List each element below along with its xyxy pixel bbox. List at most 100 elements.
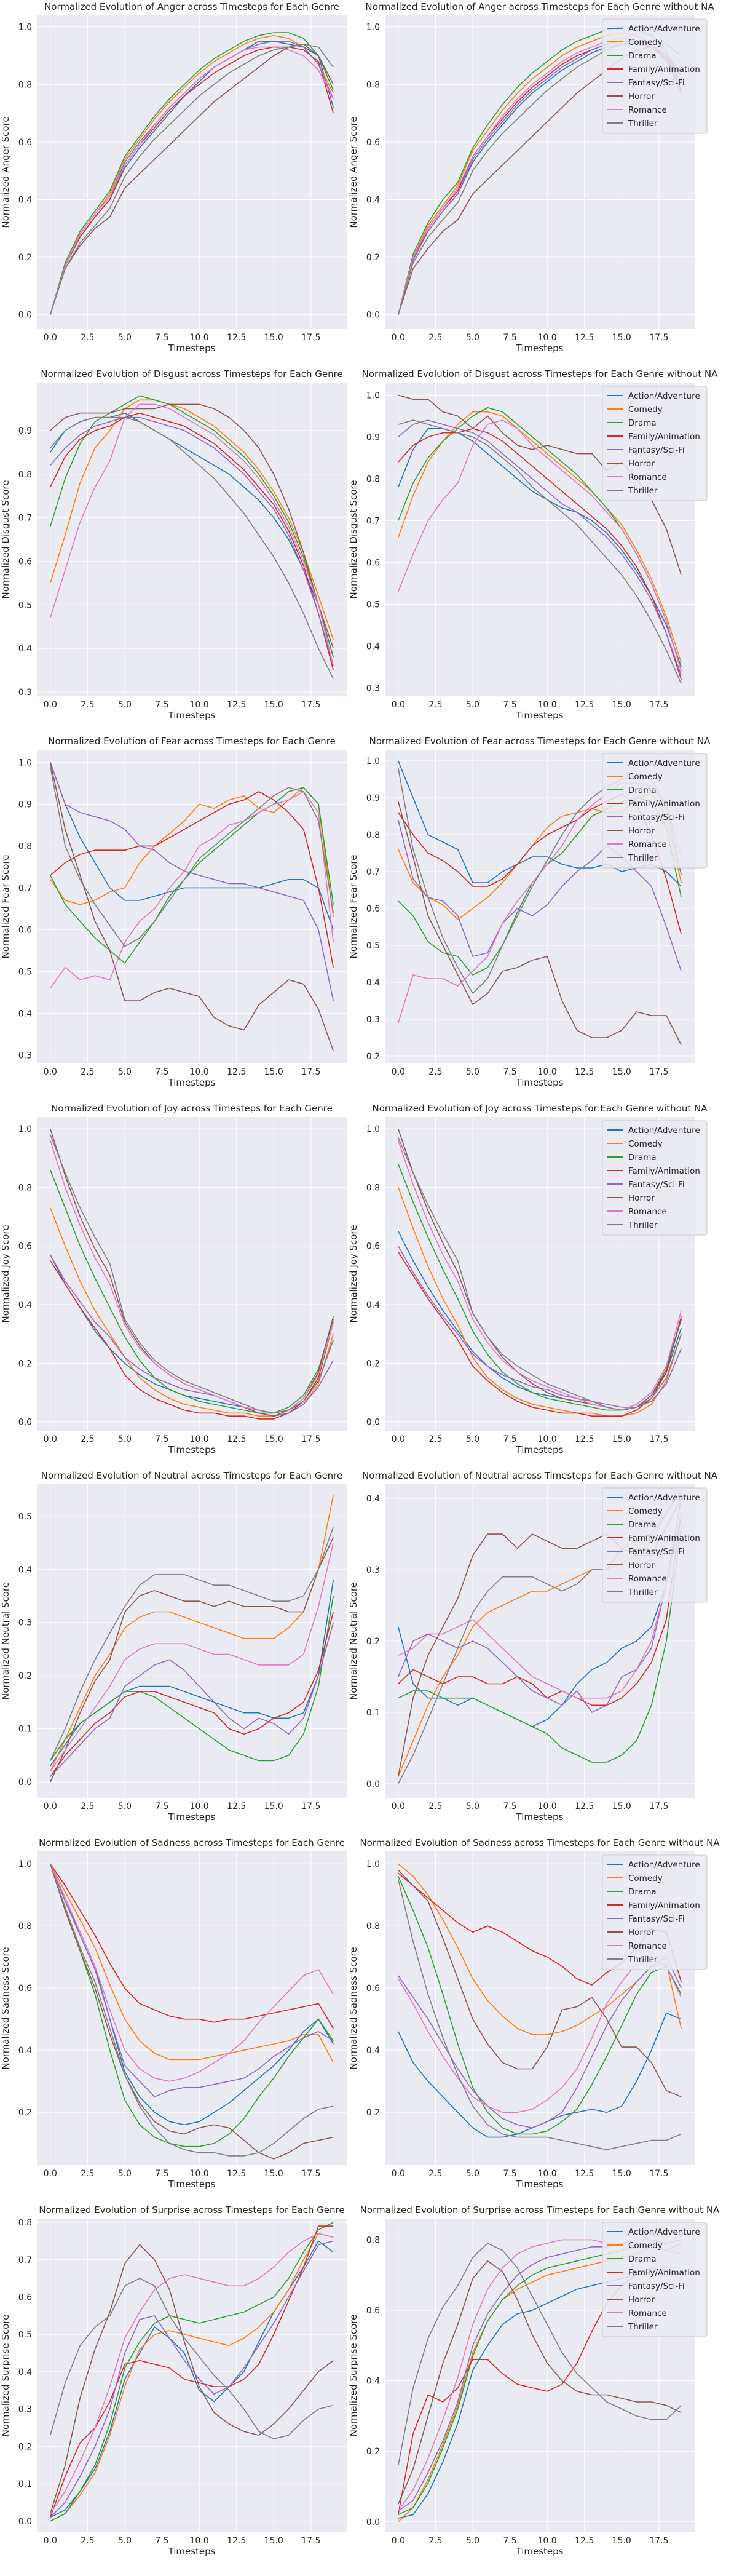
x-axis-label: Timesteps bbox=[168, 710, 216, 721]
x-tick-label: 0.0 bbox=[44, 333, 57, 343]
x-tick-label: 5.0 bbox=[466, 2536, 479, 2546]
x-tick-label: 0.0 bbox=[392, 2169, 405, 2179]
y-tick-label: 0.6 bbox=[18, 2293, 32, 2303]
y-tick-label: 0.6 bbox=[366, 1984, 380, 1994]
legend-label: Thriller bbox=[628, 1955, 658, 1965]
legend-label: Thriller bbox=[628, 1588, 658, 1597]
legend-label: Drama bbox=[628, 1887, 657, 1897]
legend-box bbox=[602, 753, 708, 869]
y-tick-label: 0.8 bbox=[366, 1183, 380, 1193]
series-line-3 bbox=[398, 1251, 682, 1417]
y-tick-label: 0.9 bbox=[366, 793, 380, 803]
x-tick-label: 7.5 bbox=[503, 1067, 516, 1077]
y-tick-label: 0.6 bbox=[18, 925, 32, 935]
y-axis-label: Normalized Surprise Score bbox=[0, 2315, 11, 2437]
x-tick-label: 10.0 bbox=[190, 1067, 209, 1077]
legend-label: Comedy bbox=[628, 38, 663, 47]
legend-label: Horror bbox=[628, 92, 655, 101]
legend-label: Fantasy/Sci-Fi bbox=[628, 2281, 685, 2291]
series-line-4 bbox=[50, 416, 334, 666]
series-line-4 bbox=[398, 819, 682, 972]
plot-background bbox=[37, 2219, 347, 2532]
y-tick-label: 1.0 bbox=[366, 1124, 380, 1134]
x-tick-label: 12.5 bbox=[575, 2536, 594, 2546]
chart-title: Normalized Evolution of Disgust across T… bbox=[362, 368, 719, 380]
x-tick-label: 12.5 bbox=[227, 1067, 246, 1077]
y-tick-label: 0.6 bbox=[366, 558, 380, 568]
series-line-5 bbox=[398, 1869, 682, 2097]
legend-label: Fantasy/Sci-Fi bbox=[628, 1547, 685, 1557]
x-tick-label: 10.0 bbox=[538, 2169, 557, 2179]
legend-label: Comedy bbox=[628, 1874, 663, 1883]
x-axis-label: Timesteps bbox=[516, 343, 564, 354]
legend-box bbox=[602, 1120, 708, 1236]
legend-label: Action/Adventure bbox=[628, 1493, 700, 1503]
x-tick-label: 15.0 bbox=[612, 2169, 631, 2179]
y-axis-label: Normalized Anger Score bbox=[348, 116, 359, 228]
x-tick-label: 10.0 bbox=[538, 2536, 557, 2546]
series-line-7 bbox=[50, 1526, 334, 1761]
legend-label: Romance bbox=[628, 105, 667, 115]
y-tick-label: 0.2 bbox=[18, 2108, 32, 2118]
series-line-6 bbox=[50, 46, 334, 315]
legend-label: Action/Adventure bbox=[628, 24, 700, 34]
y-tick-label: 0.6 bbox=[366, 1242, 380, 1252]
y-tick-label: 0.8 bbox=[18, 1922, 32, 1931]
y-tick-label: 0.4 bbox=[366, 2046, 380, 2056]
chart-panel-12: 0.0 2.5 5.0 7.5 10.0 12.5 15.0 17.5 0.0 0.1 0.2 0.3… bbox=[0, 2204, 347, 2557]
legend-label: Fantasy/Sci-Fi bbox=[628, 1914, 685, 1924]
legend-label: Fantasy/Sci-Fi bbox=[628, 445, 685, 455]
series-line-2 bbox=[50, 787, 334, 964]
x-tick-label: 7.5 bbox=[155, 1434, 168, 1444]
y-tick-label: 0.2 bbox=[18, 1359, 32, 1369]
x-tick-label: 0.0 bbox=[392, 2536, 405, 2546]
legend-label: Drama bbox=[628, 2254, 657, 2264]
legend-label: Action/Adventure bbox=[628, 2227, 700, 2237]
y-tick-label: 0.6 bbox=[18, 138, 32, 148]
series-line-7 bbox=[50, 44, 334, 315]
x-tick-label: 17.5 bbox=[301, 1434, 320, 1444]
x-tick-label: 0.0 bbox=[44, 1434, 57, 1444]
y-axis-label: Normalized Disgust Score bbox=[348, 480, 359, 599]
legend-label: Drama bbox=[628, 1153, 657, 1163]
y-tick-label: 1.0 bbox=[18, 758, 32, 768]
y-tick-label: 0.8 bbox=[18, 2218, 32, 2228]
x-tick-label: 0.0 bbox=[44, 1067, 57, 1077]
y-axis-label: Normalized Neutral Score bbox=[0, 1582, 11, 1700]
x-tick-label: 12.5 bbox=[575, 1067, 594, 1077]
x-axis-label: Timesteps bbox=[168, 1077, 216, 1088]
series-line-2 bbox=[50, 32, 334, 315]
x-tick-label: 5.0 bbox=[118, 333, 132, 343]
legend-label: Family/Animation bbox=[628, 1901, 700, 1910]
y-tick-label: 0.8 bbox=[18, 841, 32, 851]
plot-background bbox=[37, 750, 347, 1063]
legend-label: Horror bbox=[628, 1193, 655, 1203]
y-tick-label: 0.3 bbox=[366, 1015, 380, 1025]
y-tick-label: 0.9 bbox=[18, 800, 32, 809]
y-tick-label: 0.4 bbox=[18, 2367, 32, 2377]
y-axis-label: Normalized Fear Score bbox=[348, 854, 359, 958]
y-tick-label: 0.7 bbox=[366, 516, 380, 526]
legend-label: Family/Animation bbox=[628, 65, 700, 74]
legend-label: Comedy bbox=[628, 405, 663, 415]
y-tick-label: 0.2 bbox=[366, 1052, 380, 1062]
x-tick-label: 5.0 bbox=[466, 1802, 479, 1811]
y-tick-label: 0.0 bbox=[18, 2517, 32, 2527]
series-line-0 bbox=[398, 1498, 682, 1727]
legend: Action/Adventure Comedy Drama Family/Animat… bbox=[602, 1120, 708, 1236]
series-line-1 bbox=[398, 1187, 682, 1417]
series-line-1 bbox=[398, 1863, 682, 2035]
legend-label: Action/Adventure bbox=[628, 1126, 700, 1135]
series-line-4 bbox=[50, 762, 334, 1001]
y-tick-label: 0.7 bbox=[366, 867, 380, 877]
y-tick-label: 0.7 bbox=[18, 883, 32, 893]
x-tick-label: 17.5 bbox=[301, 2536, 320, 2546]
plot-background bbox=[37, 1484, 347, 1798]
y-tick-label: 0.0 bbox=[366, 311, 380, 320]
series-line-3 bbox=[398, 1513, 682, 1706]
x-tick-label: 2.5 bbox=[428, 2536, 442, 2546]
x-tick-label: 5.0 bbox=[118, 2169, 132, 2179]
legend: Action/Adventure Comedy Drama Family/Animat… bbox=[602, 18, 708, 134]
series-line-5 bbox=[398, 801, 682, 1046]
x-tick-label: 10.0 bbox=[190, 333, 209, 343]
